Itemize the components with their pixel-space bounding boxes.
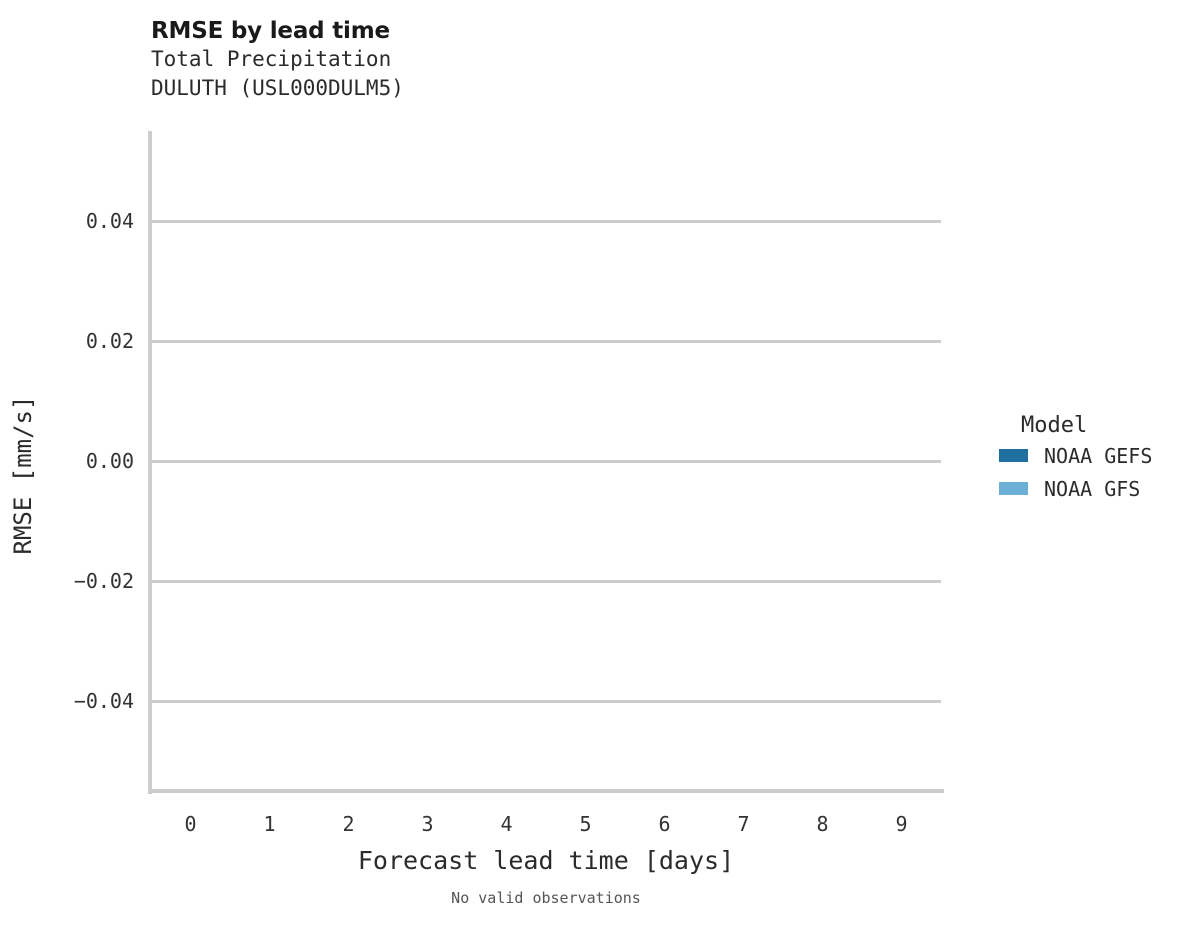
legend-item-label: NOAA GFS (1044, 476, 1141, 501)
y-axis-tick-label: −0.02 (73, 569, 134, 593)
legend-color-swatch (999, 449, 1028, 462)
legend-title: Model (1021, 413, 1088, 438)
x-axis-tick-label: 9 (895, 812, 908, 836)
y-axis-spine (148, 131, 152, 794)
legend: Model NOAA GEFS NOAA GFS (999, 413, 1152, 505)
legend-item[interactable]: NOAA GFS (999, 472, 1152, 505)
x-axis-spine (148, 789, 944, 793)
gridline (151, 580, 941, 583)
plot-area (151, 131, 941, 791)
x-axis-label: Forecast lead time [days] (357, 846, 735, 875)
y-axis-tick-label: −0.04 (73, 689, 134, 713)
legend-item[interactable]: NOAA GEFS (999, 439, 1152, 472)
y-axis-tick-label: 0.04 (85, 209, 134, 233)
legend-color-swatch (999, 482, 1028, 495)
gridline (151, 220, 941, 223)
y-axis-tick-label: 0.02 (85, 329, 134, 353)
chart-header: RMSE by lead time Total Precipitation DU… (151, 17, 404, 103)
x-axis-tick-label: 4 (500, 812, 513, 836)
legend-item-label: NOAA GEFS (1044, 443, 1153, 468)
legend-entries: NOAA GEFS NOAA GFS (999, 439, 1152, 505)
x-axis-tick-label: 8 (816, 812, 829, 836)
no-data-note: No valid observations (451, 889, 641, 907)
x-axis-tick-label: 6 (658, 812, 671, 836)
y-axis-label: RMSE [mm/s] (9, 395, 37, 555)
x-axis-tick-label: 5 (579, 812, 592, 836)
x-axis-tick-label: 0 (184, 812, 197, 836)
x-axis-tick-label: 3 (421, 812, 434, 836)
gridline (151, 700, 941, 703)
chart-subtitle-variable: Total Precipitation (151, 47, 392, 71)
y-axis-tick-labels: 0.04 0.02 0.00 −0.02 −0.04 (0, 0, 134, 928)
x-axis-tick-label: 1 (263, 812, 276, 836)
chart-subtitle-station: DULUTH (USL000DULM5) (151, 76, 404, 100)
y-axis-tick-label: 0.00 (85, 449, 134, 473)
x-axis-tick-label: 7 (737, 812, 750, 836)
page-title: RMSE by lead time (151, 18, 390, 44)
x-axis-tick-label: 2 (342, 812, 355, 836)
gridline (151, 460, 941, 463)
gridline (151, 340, 941, 343)
